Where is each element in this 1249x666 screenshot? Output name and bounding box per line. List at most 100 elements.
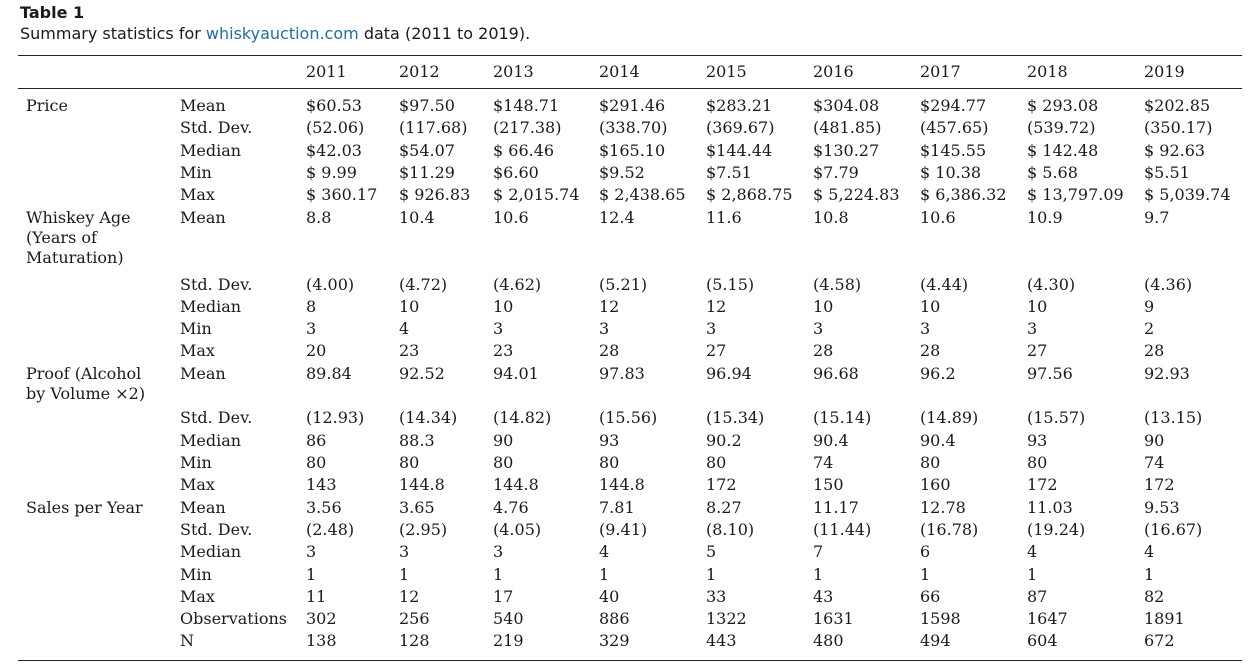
group-label: Proof (Alcohol by Volume ×2) xyxy=(26,364,146,403)
stat-label: Max xyxy=(180,185,215,204)
table-cell: 80 xyxy=(1027,453,1048,472)
table-cell: $ 13,797.09 xyxy=(1027,185,1124,204)
table-cell: $ 92.63 xyxy=(1144,141,1206,160)
table-cell: (4.62) xyxy=(493,275,542,294)
stat-label: Min xyxy=(180,319,212,338)
table-cell: 11.6 xyxy=(706,208,742,227)
table-cell: 1322 xyxy=(706,609,747,628)
table-cell: 8.27 xyxy=(706,498,742,517)
table-cell: 172 xyxy=(706,475,737,494)
stat-label: Median xyxy=(180,542,242,561)
table-cell: 144.8 xyxy=(399,475,445,494)
table-cell: 6 xyxy=(920,542,931,561)
caption-link[interactable]: whiskyauction.com xyxy=(205,24,359,43)
year-header: 2014 xyxy=(599,62,640,81)
table-cell: $ 360.17 xyxy=(306,185,378,204)
table-cell: (12.93) xyxy=(306,408,365,427)
table-cell: 10.6 xyxy=(920,208,956,227)
table-cell: $294.77 xyxy=(920,96,987,115)
table-cell: $ 2,438.65 xyxy=(599,185,686,204)
table-cell: 74 xyxy=(813,453,834,472)
table-cell: 10 xyxy=(399,297,420,316)
table-cell: 1 xyxy=(493,565,504,584)
table-cell: 10.8 xyxy=(813,208,849,227)
table-cell: 8 xyxy=(306,297,317,316)
table-cell: (4.58) xyxy=(813,275,862,294)
caption-prefix: Summary statistics for xyxy=(20,24,206,43)
stat-label: Std. Dev. xyxy=(180,408,253,427)
table-cell: 7.81 xyxy=(599,498,635,517)
table-cell: $ 5,224.83 xyxy=(813,185,900,204)
table-cell: 12 xyxy=(399,587,420,606)
table-cell: (4.72) xyxy=(399,275,448,294)
table-cell: $42.03 xyxy=(306,141,362,160)
table-cell: 10.4 xyxy=(399,208,435,227)
table-cell: 80 xyxy=(493,453,514,472)
table-cell: $6.60 xyxy=(493,163,539,182)
stat-label: Max xyxy=(180,475,215,494)
stat-label: Mean xyxy=(180,498,226,517)
table-cell: (52.06) xyxy=(306,118,365,137)
table-cell: (14.89) xyxy=(920,408,979,427)
table-cell: $ 10.38 xyxy=(920,163,982,182)
stat-label: Mean xyxy=(180,364,226,383)
table-cell: 90.2 xyxy=(706,431,742,450)
table-cell: 329 xyxy=(599,631,630,650)
table-cell: 3 xyxy=(399,542,410,561)
table-cell: (4.05) xyxy=(493,520,542,539)
table-cell: $144.44 xyxy=(706,141,773,160)
table-cell: (15.57) xyxy=(1027,408,1086,427)
table-cell: 128 xyxy=(399,631,430,650)
table-cell: 480 xyxy=(813,631,844,650)
stat-label: Max xyxy=(180,341,215,360)
table-cell: 5 xyxy=(706,542,717,561)
table-cell: (338.70) xyxy=(599,118,668,137)
table-cell: 3 xyxy=(599,319,610,338)
table-cell: 1 xyxy=(599,565,610,584)
table-cell: $54.07 xyxy=(399,141,455,160)
table-cell: 1647 xyxy=(1027,609,1068,628)
table-cell: (481.85) xyxy=(813,118,882,137)
table-cell: 89.84 xyxy=(306,364,352,383)
table-cell: 886 xyxy=(599,609,630,628)
table-cell: 93 xyxy=(1027,431,1048,450)
group-label: Price xyxy=(26,96,68,115)
table-cell: 1 xyxy=(1027,565,1038,584)
table-cell: 11.03 xyxy=(1027,498,1073,517)
table-cell: 12.4 xyxy=(599,208,635,227)
table-cell: (539.72) xyxy=(1027,118,1096,137)
table-cell: (13.15) xyxy=(1144,408,1203,427)
table-cell: 144.8 xyxy=(599,475,645,494)
table-cell: 90 xyxy=(1144,431,1165,450)
table-cell: 28 xyxy=(599,341,620,360)
table-cell: (14.82) xyxy=(493,408,552,427)
table-cell: $283.21 xyxy=(706,96,773,115)
table-cell: 7 xyxy=(813,542,824,561)
table-cell: 92.52 xyxy=(399,364,445,383)
table-cell: 90.4 xyxy=(920,431,956,450)
table-cell: 17 xyxy=(493,587,514,606)
table-cell: 4.76 xyxy=(493,498,529,517)
table-cell: 43 xyxy=(813,587,834,606)
table-cell: 4 xyxy=(1027,542,1038,561)
table-cell: $60.53 xyxy=(306,96,362,115)
table-cell: 90.4 xyxy=(813,431,849,450)
table-cell: (117.68) xyxy=(399,118,468,137)
table-cell: 302 xyxy=(306,609,337,628)
table-cell: 23 xyxy=(493,341,514,360)
table-cell: 97.56 xyxy=(1027,364,1073,383)
year-header: 2011 xyxy=(306,62,347,81)
table-cell: (369.67) xyxy=(706,118,775,137)
year-header: 2016 xyxy=(813,62,854,81)
table-cell: (15.14) xyxy=(813,408,872,427)
table-cell: 3 xyxy=(813,319,824,338)
year-header: 2017 xyxy=(920,62,961,81)
table-cell: 150 xyxy=(813,475,844,494)
table-cell: 4 xyxy=(599,542,610,561)
table-cell: 160 xyxy=(920,475,951,494)
table-label: Table 1 xyxy=(20,3,85,22)
table-cell: (4.44) xyxy=(920,275,969,294)
year-header: 2012 xyxy=(399,62,440,81)
table-cell: (217.38) xyxy=(493,118,562,137)
table-cell: 604 xyxy=(1027,631,1058,650)
